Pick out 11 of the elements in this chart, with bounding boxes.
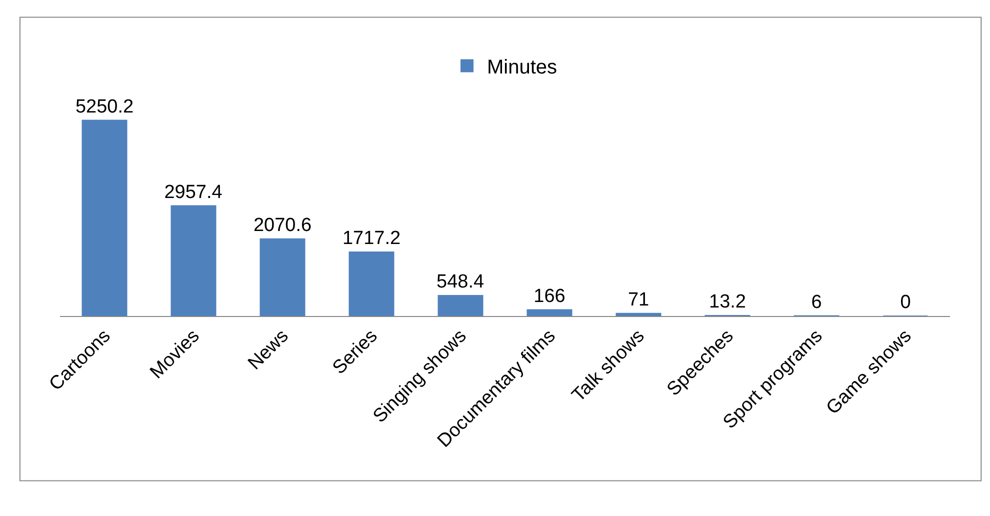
data-label: 6	[811, 292, 822, 313]
data-label: 548.4	[436, 272, 484, 293]
data-label: 2070.6	[253, 214, 312, 236]
data-label: 1717.2	[342, 228, 401, 249]
data-label: 0	[900, 292, 911, 313]
data-label: 13.2	[709, 292, 746, 313]
data-label: 71	[628, 289, 650, 310]
data-label: 166	[534, 286, 566, 307]
data-label: 2957.4	[164, 182, 223, 203]
data-label: 5250.2	[75, 96, 134, 118]
legend-label: Minutes	[487, 56, 558, 79]
